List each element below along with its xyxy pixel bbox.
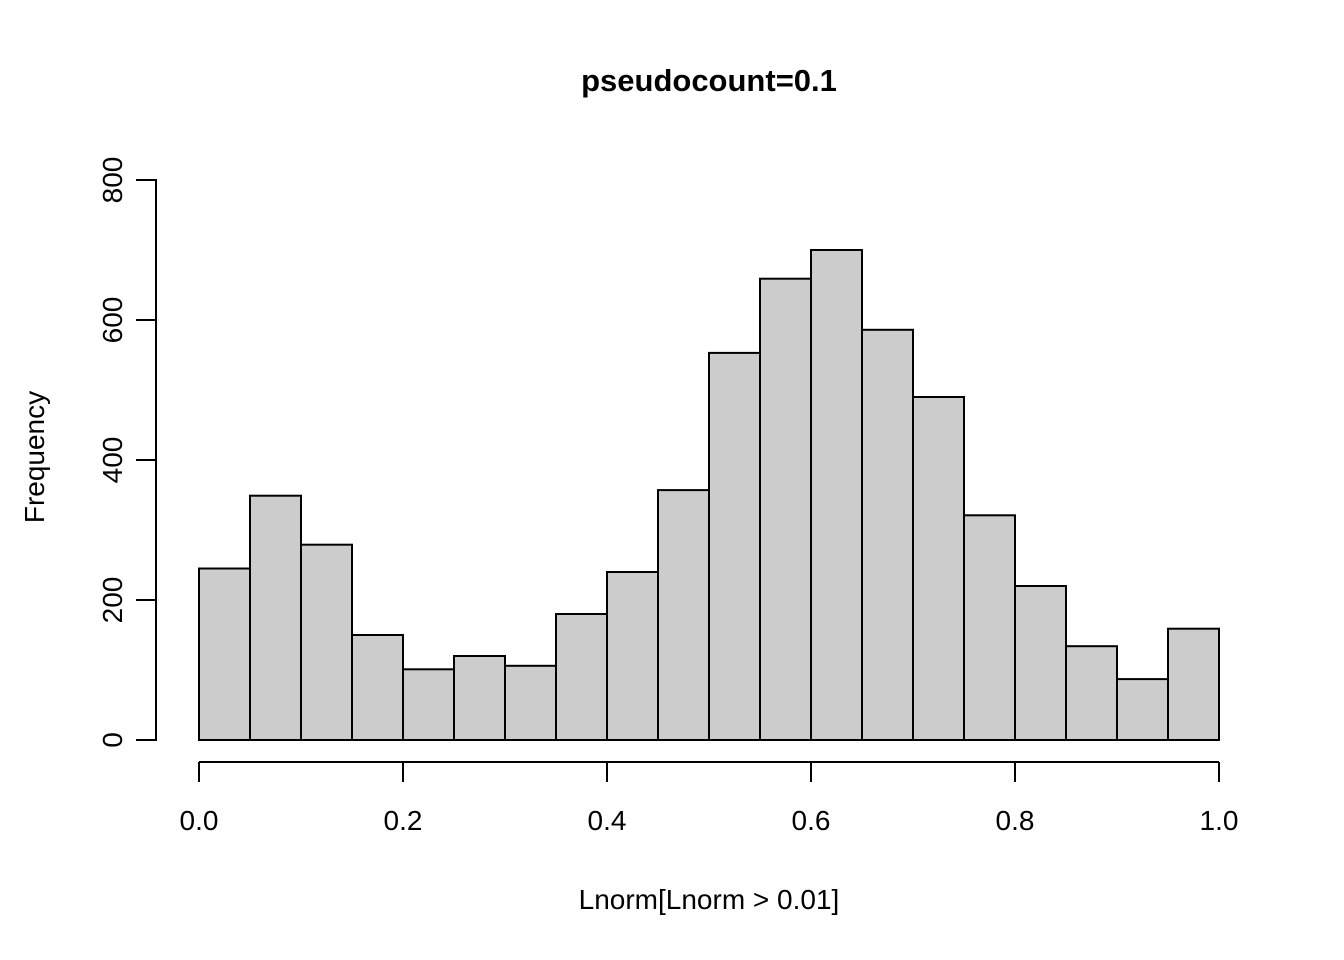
histogram-bar [1065, 645, 1118, 742]
histogram-bar [861, 328, 914, 741]
y-tick-label: 800 [97, 157, 128, 204]
histogram-bar [453, 655, 506, 741]
histogram-bar [300, 543, 353, 742]
histogram-bar [504, 664, 557, 741]
y-tick-label: 0 [97, 732, 128, 748]
x-tick-label: 0.2 [384, 805, 423, 836]
x-axis-title: Lnorm[Lnorm > 0.01] [578, 884, 840, 915]
x-tick-label: 0.8 [996, 805, 1035, 836]
histogram-bar [912, 396, 965, 741]
histogram-bar [1014, 585, 1067, 741]
histogram-bar [963, 514, 1016, 741]
x-tick-label: 0.0 [180, 805, 219, 836]
y-tick-label: 200 [97, 577, 128, 624]
histogram-bar [402, 668, 455, 741]
x-tick-label: 0.4 [588, 805, 627, 836]
histogram-bar [198, 567, 251, 741]
x-tick-label: 0.6 [792, 805, 831, 836]
histogram-bar [708, 351, 761, 741]
histogram-bar [555, 613, 608, 741]
histogram-bar [810, 249, 863, 741]
chart-title: pseudocount=0.1 [581, 63, 837, 98]
histogram-bar [249, 494, 302, 742]
y-tick-label: 400 [97, 437, 128, 484]
histogram-bar [606, 571, 659, 741]
histogram-bar [1167, 627, 1220, 742]
histogram-bar [759, 277, 812, 741]
histogram-bar [657, 489, 710, 741]
histogram-bar [351, 634, 404, 741]
y-tick-label: 600 [97, 297, 128, 344]
histogram-bar [1116, 678, 1169, 741]
x-tick-label: 1.0 [1200, 805, 1239, 836]
